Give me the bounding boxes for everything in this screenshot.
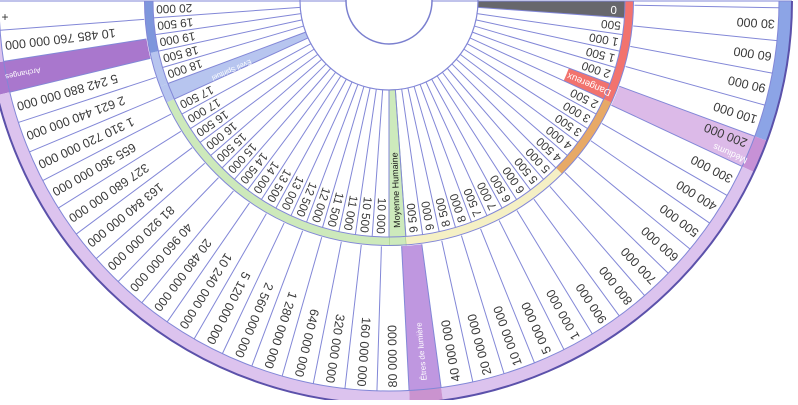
svg-text:+: +: [2, 10, 9, 24]
svg-text:Moyenne Humaine: Moyenne Humaine: [389, 152, 402, 228]
svg-text:10 000: 10 000: [374, 198, 389, 235]
svg-text:500: 500: [600, 17, 622, 33]
svg-text:80 000 000: 80 000 000: [385, 325, 400, 388]
svg-text:30 000: 30 000: [736, 15, 775, 31]
svg-text:9 000: 9 000: [418, 200, 437, 232]
svg-text:19 500: 19 500: [156, 15, 194, 33]
svg-text:10 500: 10 500: [357, 196, 375, 234]
svg-text:9 500: 9 500: [404, 202, 421, 233]
svg-text:160 000 000: 160 000 000: [354, 317, 373, 387]
svg-text:20 000: 20 000: [155, 1, 192, 16]
svg-text:0: 0: [610, 3, 617, 15]
svg-text:19 000: 19 000: [158, 29, 196, 49]
svg-text:1 000: 1 000: [588, 30, 620, 49]
svg-text:60 000: 60 000: [733, 44, 773, 63]
svg-text:11 000: 11 000: [341, 194, 361, 232]
